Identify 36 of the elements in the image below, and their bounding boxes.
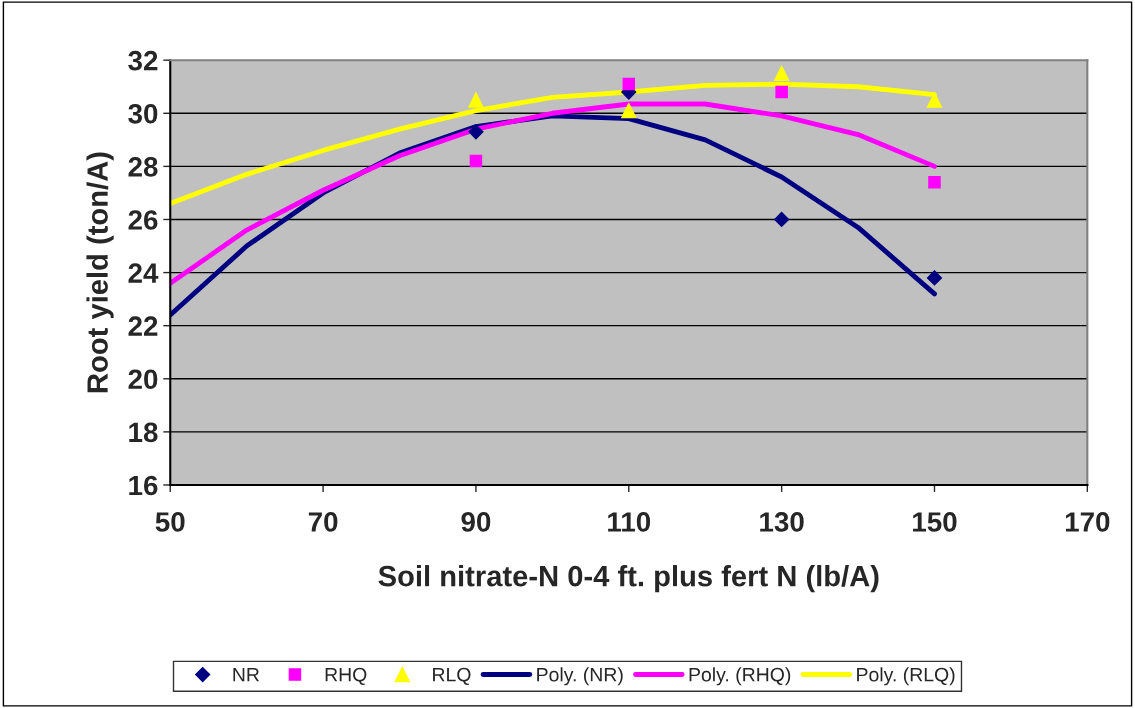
legend-label: RLQ [433, 667, 471, 685]
point [926, 270, 943, 286]
legend-label: Poly. (RLQ) [857, 667, 955, 686]
legend-label: RHQ [325, 667, 367, 685]
x-tick-label: 70 [308, 512, 338, 532]
y-tick-label: 26 [128, 210, 158, 230]
y-tick-label: 16 [129, 475, 158, 496]
x-tick-label: 110 [608, 512, 651, 532]
y-tick-label: 22 [128, 316, 158, 336]
x-tick-label: 90 [461, 512, 491, 532]
point [774, 211, 790, 228]
legend-label: NR [233, 667, 260, 682]
point [468, 92, 484, 108]
y-tick-label: 18 [129, 422, 158, 443]
point [468, 124, 484, 140]
y-tick-label: 30 [128, 103, 158, 124]
point [928, 176, 941, 189]
y-tick-label: 32 [128, 50, 158, 71]
point [621, 102, 637, 119]
y-tick-label: 20 [128, 369, 158, 390]
x-tick-label: 130 [760, 512, 804, 532]
x-tick-label: 150 [913, 512, 957, 532]
point [926, 92, 943, 108]
legend-label: Poly. (NR) [537, 667, 623, 686]
x-axis-title: Soil nitrate-N 0-4 ft. plus fert N (lb/A) [378, 565, 879, 593]
legend-label: Poly. (RHQ) [689, 667, 791, 686]
x-tick-label: 50 [155, 512, 185, 532]
point [773, 65, 790, 82]
y-tick-label: 28 [128, 157, 158, 177]
y-tick-label: 24 [128, 263, 159, 283]
point [775, 85, 788, 99]
y-axis-title: Root yield (ton/A) [86, 152, 114, 393]
line-series [170, 101, 937, 286]
point [622, 77, 636, 91]
point [469, 154, 483, 168]
x-tick-label: 170 [1065, 512, 1110, 532]
